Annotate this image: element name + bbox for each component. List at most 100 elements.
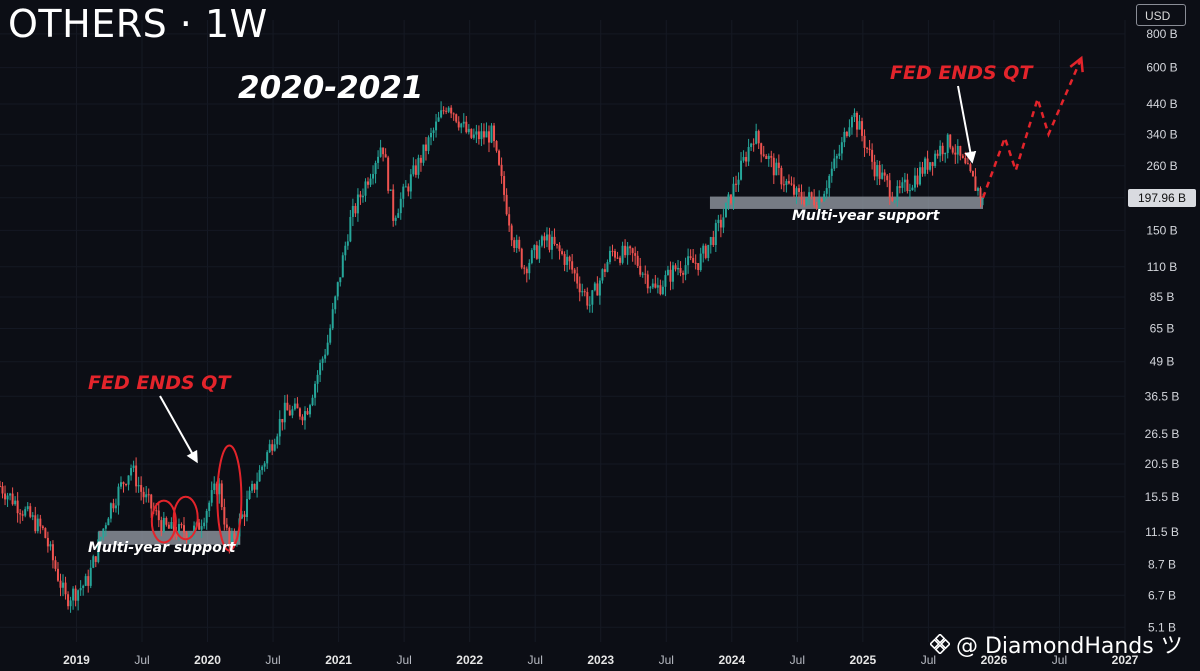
annotation-arrow	[159, 395, 198, 464]
candle-body	[109, 503, 112, 519]
candle-body	[404, 186, 407, 188]
candle-body	[190, 533, 193, 536]
candle-body	[177, 524, 180, 537]
candle-body	[346, 241, 349, 246]
candle-body	[664, 275, 667, 287]
candle-body	[659, 285, 662, 295]
y-tick-label: 15.5 B	[1145, 490, 1180, 504]
candle-body	[614, 251, 617, 258]
candle-body	[26, 506, 29, 510]
y-tick-label: 6.7 B	[1148, 588, 1176, 602]
currency-selector[interactable]: USD	[1136, 4, 1186, 26]
candle-body	[941, 145, 944, 155]
candle-body	[815, 205, 818, 209]
candle-body	[903, 179, 906, 183]
x-axis: 2019 Jul 2020 Jul 2021 Jul 2022 Jul 2023 Jul 2024 J…	[63, 653, 1139, 667]
x-tick-label: Jul	[921, 653, 936, 667]
candle-body	[798, 188, 801, 192]
candle-body	[34, 515, 37, 532]
support-zones	[98, 196, 984, 545]
candle-body	[881, 172, 884, 179]
y-tick-label: 600 B	[1146, 61, 1177, 75]
candle-body	[291, 409, 294, 416]
y-tick-label: 8.7 B	[1148, 558, 1176, 572]
candle-body	[359, 194, 362, 198]
candle-body	[361, 195, 364, 198]
candle-body	[800, 191, 803, 200]
candle-body	[734, 183, 737, 185]
projection-arrowhead	[1069, 55, 1084, 73]
candle-body	[548, 234, 551, 250]
candle-body	[89, 567, 92, 586]
candle-body	[913, 175, 916, 188]
candle-body	[462, 121, 465, 124]
candle-body	[697, 263, 700, 271]
candle-body	[82, 585, 85, 589]
candle-body	[515, 239, 518, 248]
candle-body	[334, 296, 337, 310]
candle-body	[533, 245, 536, 251]
candle-body	[407, 186, 410, 192]
candle-body	[460, 123, 463, 128]
candle-body	[225, 524, 228, 528]
x-tick-label: Jul	[659, 653, 674, 667]
candle-body	[256, 481, 259, 490]
candle-body	[674, 265, 677, 270]
x-tick-label: Jul	[396, 653, 411, 667]
candle-body	[79, 588, 82, 591]
candle-body	[145, 494, 148, 498]
y-tick-label: 340 B	[1146, 127, 1177, 141]
candle-body	[309, 405, 312, 415]
projection-line	[981, 57, 1083, 199]
y-tick-label: 36.5 B	[1145, 389, 1180, 403]
candle-body	[782, 184, 785, 186]
candle-body	[278, 418, 281, 437]
candle-body	[170, 521, 173, 529]
candle-body	[823, 193, 826, 202]
candle-body	[69, 600, 72, 607]
candle-body	[160, 520, 163, 532]
candle-body	[828, 175, 831, 189]
candle-body	[84, 576, 87, 586]
candle-body	[102, 528, 105, 538]
candle-body	[271, 444, 274, 451]
candle-body	[351, 205, 354, 217]
candle-body	[556, 244, 559, 246]
x-tick-label: Jul	[790, 653, 805, 667]
candle-body	[240, 514, 243, 519]
candle-body	[538, 245, 541, 259]
candle-body	[888, 180, 891, 198]
candle-body	[956, 145, 959, 155]
candle-body	[808, 192, 811, 199]
candle-body	[671, 265, 674, 282]
candle-body	[281, 418, 284, 423]
candle-body	[939, 145, 942, 156]
candle-body	[155, 510, 158, 512]
annotation-arrows	[159, 85, 977, 464]
candle-body	[112, 503, 115, 509]
candle-body	[820, 199, 823, 202]
candle-body	[261, 466, 264, 471]
candle-body	[19, 513, 22, 515]
y-axis: 800 B 600 B 440 B 340 B 260 B 150 B 110 B 85 B 6…	[1145, 27, 1180, 634]
candle-body	[16, 500, 19, 514]
candle-body	[208, 502, 211, 511]
candle-body	[472, 134, 475, 138]
candle-body	[858, 121, 861, 130]
candle-body	[550, 236, 553, 250]
candle-body	[77, 590, 80, 601]
support-zone	[709, 196, 984, 209]
candle-body	[150, 494, 153, 509]
x-tick-label: 2021	[325, 653, 352, 667]
candle-body	[709, 237, 712, 245]
candle-body	[213, 483, 216, 491]
candle-body	[601, 269, 604, 281]
candle-body	[157, 510, 160, 521]
support-zone	[98, 530, 241, 545]
candle-body	[445, 110, 448, 112]
candle-body	[374, 162, 377, 175]
candle-body	[964, 157, 967, 164]
candle-body	[530, 250, 533, 263]
highlight-ellipse	[150, 499, 177, 544]
candle-body	[568, 256, 571, 262]
